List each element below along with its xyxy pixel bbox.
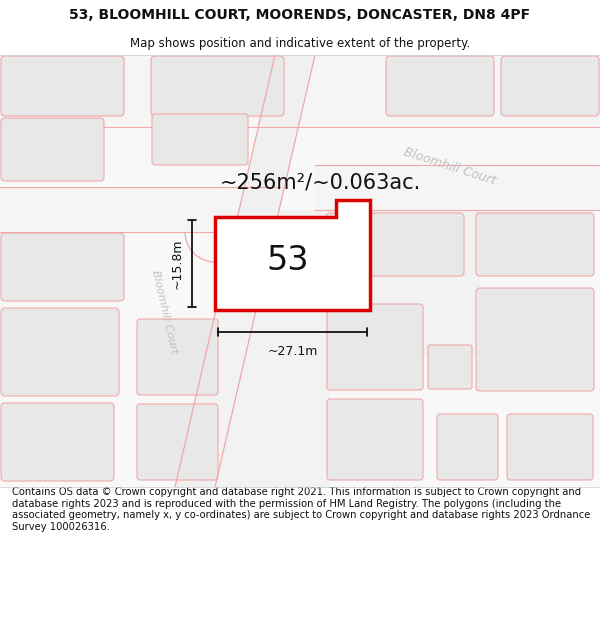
FancyBboxPatch shape	[151, 56, 284, 116]
FancyBboxPatch shape	[386, 56, 494, 116]
Text: ~256m²/~0.063ac.: ~256m²/~0.063ac.	[220, 172, 421, 192]
Bar	[215, 210, 480, 357]
Polygon shape	[175, 55, 315, 487]
Bar	[215, 210, 330, 487]
FancyBboxPatch shape	[476, 288, 594, 391]
FancyBboxPatch shape	[476, 213, 594, 276]
FancyBboxPatch shape	[437, 414, 498, 480]
FancyBboxPatch shape	[152, 114, 248, 165]
Text: ~15.8m: ~15.8m	[171, 238, 184, 289]
FancyBboxPatch shape	[1, 233, 124, 301]
Text: Map shows position and indicative extent of the property.: Map shows position and indicative extent…	[130, 38, 470, 51]
Text: Bloomhill Court: Bloomhill Court	[402, 146, 498, 188]
Text: Contains OS data © Crown copyright and database right 2021. This information is : Contains OS data © Crown copyright and d…	[12, 487, 590, 532]
Text: ~27.1m: ~27.1m	[268, 345, 317, 358]
FancyBboxPatch shape	[137, 319, 218, 395]
Bar	[0, 187, 280, 232]
FancyBboxPatch shape	[501, 56, 599, 116]
Bar	[0, 55, 600, 127]
Polygon shape	[215, 200, 370, 310]
FancyBboxPatch shape	[326, 213, 464, 276]
FancyBboxPatch shape	[428, 345, 472, 389]
FancyBboxPatch shape	[1, 56, 124, 116]
Text: 53, BLOOMHILL COURT, MOORENDS, DONCASTER, DN8 4PF: 53, BLOOMHILL COURT, MOORENDS, DONCASTER…	[70, 8, 530, 22]
FancyBboxPatch shape	[1, 308, 119, 396]
FancyBboxPatch shape	[1, 118, 104, 181]
FancyBboxPatch shape	[507, 414, 593, 480]
Text: 53: 53	[266, 244, 309, 278]
FancyBboxPatch shape	[327, 304, 423, 390]
FancyBboxPatch shape	[327, 399, 423, 480]
FancyBboxPatch shape	[137, 404, 218, 480]
Bar	[315, 165, 600, 210]
FancyBboxPatch shape	[1, 403, 114, 481]
Text: Bloomhill Court: Bloomhill Court	[151, 269, 179, 355]
